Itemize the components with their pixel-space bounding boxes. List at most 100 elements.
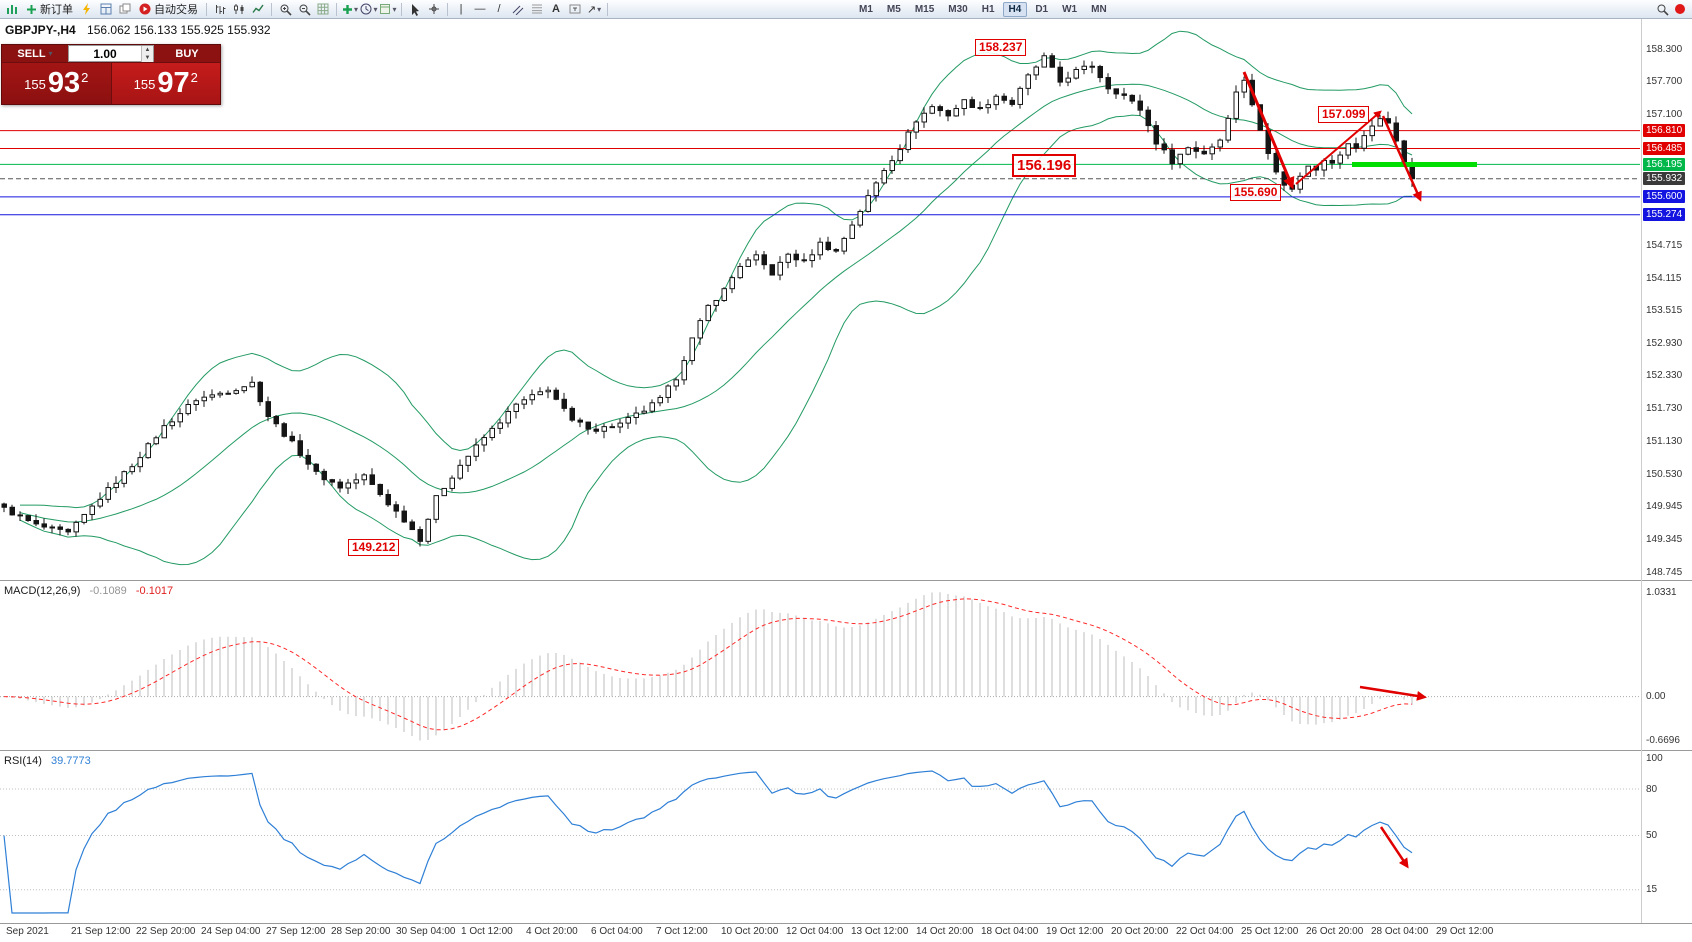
buy-button[interactable]: BUY: [154, 45, 220, 62]
sell-price-big: 93: [47, 67, 81, 99]
grid-icon[interactable]: [314, 1, 332, 17]
trendline-icon[interactable]: /: [497, 3, 501, 15]
new-order-button[interactable]: 新订单: [22, 1, 77, 17]
chevron-down-icon: ▾: [353, 4, 358, 14]
annotation-price-label[interactable]: 157.099: [1318, 106, 1370, 123]
rsi-axis-tick: 50: [1646, 830, 1658, 841]
new-order-label: 新订单: [40, 4, 73, 16]
play-icon: [139, 3, 151, 15]
time-axis-label: 28 Oct 04:00: [1371, 926, 1429, 937]
time-axis-label: 12 Oct 04:00: [786, 926, 844, 937]
time-axis-label: 7 Oct 12:00: [656, 926, 708, 937]
timeframe-button-w1[interactable]: W1: [1062, 3, 1078, 15]
fibonacci-icon[interactable]: [528, 1, 546, 17]
annotation-price-label[interactable]: 149.212: [348, 539, 400, 556]
price-axis-tick: 157.700: [1646, 76, 1683, 88]
cursor-icon[interactable]: [406, 1, 424, 17]
text-label-icon[interactable]: [566, 1, 584, 17]
time-axis-label: 18 Oct 04:00: [981, 926, 1039, 937]
toolbar-separator: [401, 2, 402, 16]
auto-trading-label: 自动交易: [154, 4, 198, 16]
time-axis-label: 14 Oct 20:00: [916, 926, 974, 937]
annotation-price-label[interactable]: 155.690: [1230, 184, 1282, 201]
text-tool-icon[interactable]: A: [552, 3, 560, 15]
macd-axis-tick: 1.0331: [1646, 586, 1677, 598]
sell-price-prefix: 155: [24, 77, 46, 92]
timeframe-button-m30[interactable]: M30: [948, 3, 968, 15]
volume-increase-icon[interactable]: ▲: [142, 45, 153, 54]
channel-icon[interactable]: [509, 1, 527, 17]
sell-price[interactable]: 155 93 2: [2, 63, 112, 104]
time-axis-label: 1 Oct 12:00: [461, 926, 513, 937]
macd-label: MACD(12,26,9): [4, 585, 81, 597]
rsi-indicator-label: RSI(14) 39.7773: [4, 755, 91, 767]
search-icon[interactable]: [1653, 1, 1671, 17]
templates-icon[interactable]: ▾: [379, 1, 397, 17]
zoom-out-icon[interactable]: [295, 1, 313, 17]
candlestick-chart-icon[interactable]: [230, 1, 248, 17]
chevron-down-icon: ▾: [597, 4, 602, 14]
timeframe-button-m5[interactable]: M5: [886, 3, 901, 15]
buy-price-big: 97: [157, 67, 190, 99]
time-axis-label: 30 Sep 04:00: [396, 926, 456, 937]
new-chart-icon[interactable]: [3, 1, 21, 17]
volume-box: ▲ ▼: [68, 45, 154, 62]
price-axis-tick: 157.100: [1646, 109, 1683, 121]
sell-button[interactable]: SELL ▾: [2, 45, 68, 62]
timeframe-button-m1[interactable]: M1: [859, 3, 873, 15]
toolbar-right-group: [1653, 1, 1689, 17]
toolbar-separator: [336, 2, 337, 16]
layouts-icon[interactable]: [97, 1, 115, 17]
time-axis-label: 26 Oct 20:00: [1306, 926, 1364, 937]
level-price-tag: 155.600: [1643, 190, 1686, 204]
rsi-label: RSI(14): [4, 755, 42, 767]
zoom-in-icon[interactable]: [276, 1, 294, 17]
toolbar-separator: [447, 2, 448, 16]
bar-chart-icon[interactable]: [211, 1, 229, 17]
periods-icon[interactable]: ▾: [360, 1, 378, 17]
time-axis-label: 21 Sep 12:00: [71, 926, 131, 937]
time-axis-label: 20 Oct 20:00: [1111, 926, 1169, 937]
volume-input[interactable]: [69, 46, 141, 61]
price-axis-tick: 149.345: [1646, 533, 1683, 545]
level-price-tag: 155.274: [1643, 208, 1686, 222]
price-axis-tick: 153.515: [1646, 305, 1683, 317]
time-axis-label: 13 Oct 12:00: [851, 926, 909, 937]
time-axis-label: 4 Oct 20:00: [526, 926, 578, 937]
annotation-price-label[interactable]: 156.196: [1012, 154, 1077, 177]
lightning-icon[interactable]: [78, 1, 96, 17]
rsi-value: 39.7773: [50, 755, 91, 767]
alert-icon[interactable]: [1675, 4, 1685, 14]
horizontal-line-icon[interactable]: —: [474, 3, 486, 15]
time-axis-label: 29 Oct 12:00: [1436, 926, 1494, 937]
timeframe-button-h1[interactable]: H1: [981, 3, 995, 15]
annotation-price-label[interactable]: 158.237: [975, 39, 1027, 56]
chevron-down-icon: ▾: [373, 4, 378, 14]
time-axis-label: 22 Sep 20:00: [136, 926, 196, 937]
volume-decrease-icon[interactable]: ▼: [142, 53, 153, 62]
time-axis-label: Sep 2021: [6, 926, 49, 937]
price-axis-tick: 152.330: [1646, 370, 1683, 382]
time-axis-label: 10 Oct 20:00: [721, 926, 779, 937]
macd-axis-tick: -0.6696: [1646, 734, 1680, 746]
timeframe-button-d1[interactable]: D1: [1035, 3, 1049, 15]
cascade-windows-icon[interactable]: [116, 1, 134, 17]
buy-price[interactable]: 155 97 2: [111, 63, 220, 104]
main-toolbar: 新订单 自动交易: [0, 0, 1692, 19]
timeframe-button-mn[interactable]: MN: [1091, 3, 1107, 15]
arrow-objects-icon[interactable]: ↗ ▾: [586, 3, 602, 16]
vertical-line-icon[interactable]: |: [459, 3, 463, 15]
sell-price-sup: 2: [81, 70, 89, 85]
indicators-icon[interactable]: ▾: [341, 1, 359, 17]
time-axis-label: 27 Sep 12:00: [266, 926, 326, 937]
timeframe-button-m15[interactable]: M15: [914, 3, 935, 15]
crosshair-icon[interactable]: [425, 1, 443, 17]
chevron-down-icon: ▾: [392, 4, 397, 14]
price-axis-tick: 149.945: [1646, 500, 1683, 512]
timeframe-button-h4[interactable]: H4: [1002, 1, 1028, 17]
chevron-down-icon: ▾: [48, 49, 53, 58]
auto-trading-button[interactable]: 自动交易: [135, 1, 202, 17]
line-chart-icon[interactable]: [249, 1, 267, 17]
